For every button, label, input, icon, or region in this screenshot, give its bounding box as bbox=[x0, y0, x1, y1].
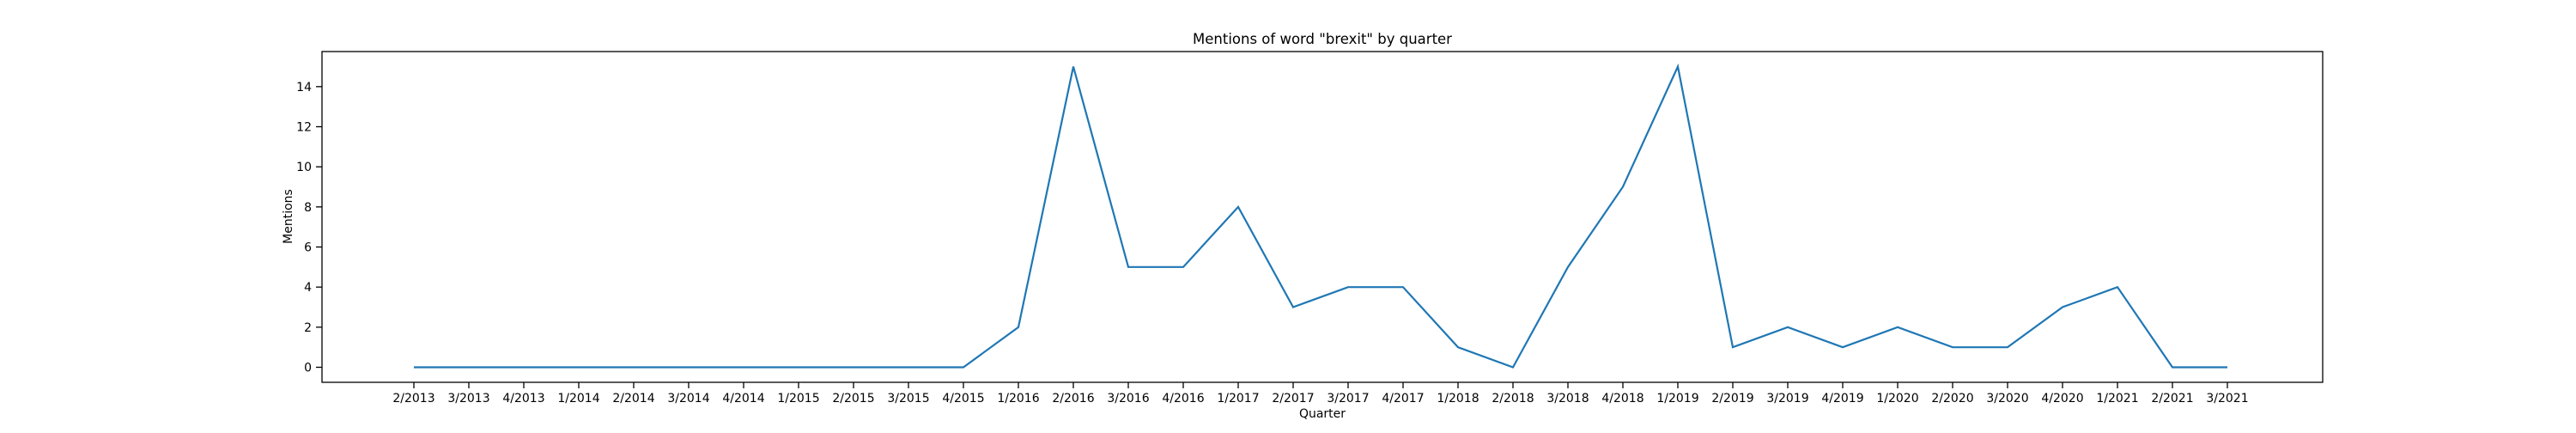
series-layer bbox=[412, 63, 2230, 369]
x-tick-label: 2/2021 bbox=[2151, 392, 2193, 406]
y-tick-label: 8 bbox=[304, 201, 312, 215]
x-tick-label: 4/2014 bbox=[722, 392, 764, 406]
data-point bbox=[1511, 365, 1516, 369]
x-tick-label: 1/2020 bbox=[1876, 392, 1918, 406]
x-tick-label: 2/2020 bbox=[1931, 392, 1973, 406]
x-tick-label: 2/2013 bbox=[392, 392, 434, 406]
data-point bbox=[742, 365, 746, 369]
x-tick-label: 2/2016 bbox=[1052, 392, 1094, 406]
x-tick-label: 3/2019 bbox=[1766, 392, 1808, 406]
x-axis: 2/2013 3/2013 4/2013 1/2014 2/2014 3/2014 4/20… bbox=[392, 382, 2249, 406]
data-point bbox=[1566, 265, 1571, 269]
x-axis-title: Quarter bbox=[1299, 407, 1346, 421]
x-tick-label: 2/2019 bbox=[1711, 392, 1753, 406]
x-tick-label: 1/2019 bbox=[1656, 392, 1698, 406]
data-point bbox=[1621, 185, 1625, 189]
data-point bbox=[632, 365, 636, 369]
y-axis-title: Mentions bbox=[282, 189, 295, 244]
data-point bbox=[1731, 345, 1735, 350]
x-tick-label: 3/2015 bbox=[887, 392, 929, 406]
data-point bbox=[1896, 325, 1900, 329]
y-tick-label: 10 bbox=[296, 161, 312, 174]
x-tick-label: 3/2014 bbox=[667, 392, 709, 406]
y-tick-label: 6 bbox=[304, 241, 312, 255]
data-point bbox=[1841, 345, 1845, 350]
data-point bbox=[2171, 365, 2175, 369]
x-tick-label: 4/2019 bbox=[1821, 392, 1863, 406]
data-point bbox=[1127, 265, 1131, 269]
data-point bbox=[2116, 285, 2120, 290]
data-point bbox=[852, 365, 856, 369]
x-tick-label: 4/2015 bbox=[942, 392, 984, 406]
y-axis: 0 2 4 6 8 10 12 14 bbox=[296, 81, 322, 375]
y-tick-label: 12 bbox=[296, 121, 312, 135]
data-point bbox=[1346, 285, 1351, 290]
data-point bbox=[1072, 64, 1076, 69]
x-tick-label: 4/2016 bbox=[1162, 392, 1204, 406]
y-tick-label: 14 bbox=[296, 81, 312, 95]
data-point bbox=[1786, 325, 1790, 329]
data-point bbox=[467, 365, 471, 369]
data-point bbox=[1676, 64, 1680, 69]
data-point bbox=[1401, 285, 1406, 290]
data-point bbox=[1236, 204, 1241, 209]
x-tick-label: 1/2018 bbox=[1437, 392, 1479, 406]
x-tick-label: 2/2015 bbox=[832, 392, 874, 406]
data-point bbox=[1951, 345, 1955, 350]
series-line bbox=[414, 63, 2227, 369]
data-point bbox=[797, 365, 801, 369]
x-tick-label: 3/2021 bbox=[2206, 392, 2248, 406]
data-point bbox=[907, 365, 911, 369]
data-point bbox=[412, 365, 416, 369]
data-point bbox=[1182, 265, 1186, 269]
x-tick-label: 3/2018 bbox=[1546, 392, 1589, 406]
y-tick-label: 2 bbox=[304, 321, 312, 335]
x-tick-label: 2/2014 bbox=[612, 392, 654, 406]
x-tick-label: 1/2015 bbox=[777, 392, 819, 406]
x-tick-label: 3/2020 bbox=[1986, 392, 2028, 406]
x-tick-label: 4/2017 bbox=[1382, 392, 1424, 406]
x-tick-label: 3/2017 bbox=[1327, 392, 1369, 406]
data-point bbox=[2061, 305, 2065, 309]
x-tick-label: 1/2017 bbox=[1217, 392, 1259, 406]
x-tick-label: 4/2020 bbox=[2041, 392, 2083, 406]
x-tick-label: 2/2018 bbox=[1492, 392, 1534, 406]
x-tick-label: 1/2021 bbox=[2096, 392, 2138, 406]
x-tick-label: 3/2016 bbox=[1107, 392, 1149, 406]
x-tick-label: 4/2013 bbox=[502, 392, 544, 406]
data-point bbox=[522, 365, 526, 369]
y-tick-label: 0 bbox=[304, 362, 312, 375]
x-tick-label: 1/2014 bbox=[557, 392, 599, 406]
x-tick-label: 4/2018 bbox=[1601, 392, 1643, 406]
x-tick-label: 1/2016 bbox=[997, 392, 1039, 406]
data-point bbox=[687, 365, 691, 369]
data-point bbox=[2226, 365, 2230, 369]
data-point bbox=[1017, 325, 1021, 329]
data-point bbox=[1456, 345, 1461, 350]
x-tick-label: 2/2017 bbox=[1272, 392, 1314, 406]
data-point bbox=[1291, 305, 1296, 309]
x-tick-label: 3/2013 bbox=[447, 392, 489, 406]
chart-title: Mentions of word "brexit" by quarter bbox=[1193, 31, 1452, 47]
data-point bbox=[962, 365, 966, 369]
y-tick-label: 4 bbox=[304, 281, 312, 295]
data-point bbox=[577, 365, 581, 369]
data-point bbox=[2006, 345, 2010, 350]
plot-area bbox=[321, 51, 2324, 383]
